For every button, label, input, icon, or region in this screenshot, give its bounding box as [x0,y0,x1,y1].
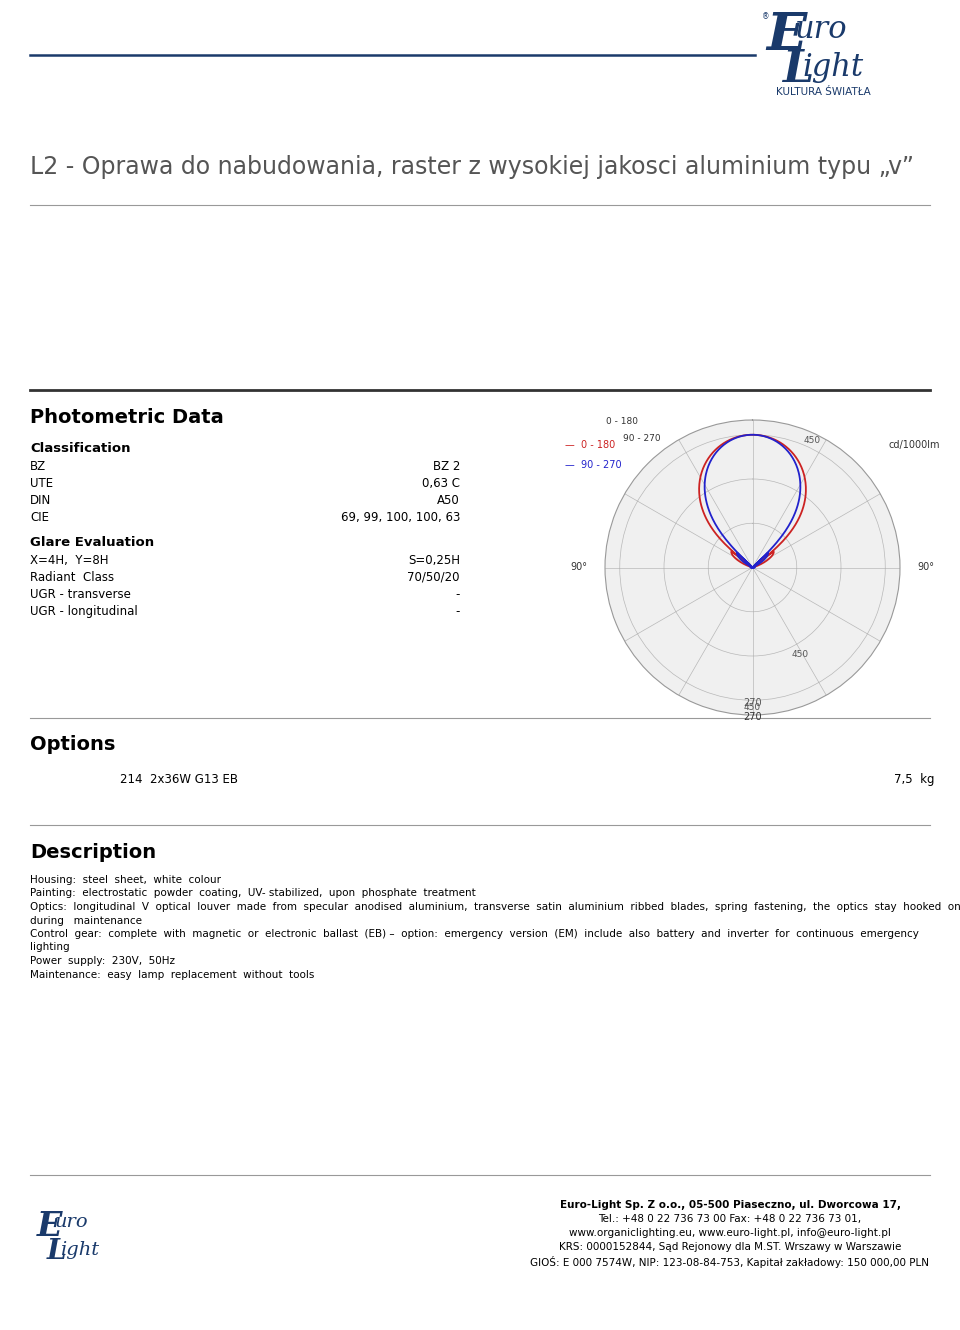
Text: 90 - 270: 90 - 270 [623,434,660,443]
Text: KRS: 0000152844, Sąd Rejonowy dla M.ST. Wrszawy w Warszawie: KRS: 0000152844, Sąd Rejonowy dla M.ST. … [559,1242,901,1252]
Text: Options: Options [30,735,115,754]
Text: 450: 450 [744,704,761,712]
Text: —  0 - 180: — 0 - 180 [564,440,614,450]
Text: Glare Evaluation: Glare Evaluation [30,536,155,549]
Text: Description: Description [30,843,156,862]
Text: UGR - longitudinal: UGR - longitudinal [30,605,137,618]
Text: uro: uro [795,15,848,45]
Text: S=0,25H: S=0,25H [408,555,460,567]
Text: CIE: CIE [30,511,49,524]
Text: -: - [456,588,460,601]
Text: 0,63 C: 0,63 C [422,477,460,489]
Text: L: L [47,1238,66,1265]
Text: Radiant  Class: Radiant Class [30,571,114,584]
Text: Maintenance:  easy  lamp  replacement  without  tools: Maintenance: easy lamp replacement witho… [30,970,314,979]
Text: UTE: UTE [30,477,53,489]
Text: ight: ight [60,1241,99,1260]
Text: Power  supply:  230V,  50Hz: Power supply: 230V, 50Hz [30,956,175,966]
Text: cd/1000lm: cd/1000lm [889,440,941,450]
Text: 90°: 90° [918,563,935,572]
Text: A50: A50 [437,493,460,507]
Text: UGR - transverse: UGR - transverse [30,588,131,601]
Text: 0 - 180: 0 - 180 [607,418,638,426]
Text: -: - [456,605,460,618]
Text: ight: ight [802,52,863,82]
Text: E: E [37,1210,62,1244]
Text: Housing:  steel  sheet,  white  colour: Housing: steel sheet, white colour [30,875,221,884]
Text: 69, 99, 100, 100, 63: 69, 99, 100, 100, 63 [341,511,460,524]
Text: 90°: 90° [570,563,588,572]
Text: uro: uro [55,1213,88,1232]
Text: E: E [766,11,806,61]
Text: DIN: DIN [30,493,51,507]
Text: 7,5  kg: 7,5 kg [895,773,935,786]
Text: 270: 270 [743,712,762,722]
Text: Classification: Classification [30,442,131,455]
Text: 270: 270 [743,698,762,709]
Text: Painting:  electrostatic  powder  coating,  UV- stabilized,  upon  phosphate  tr: Painting: electrostatic powder coating, … [30,888,476,899]
Text: L2 - Oprawa do nabudowania, raster z wysokiej jakosci aluminium typu „v”: L2 - Oprawa do nabudowania, raster z wys… [30,156,914,180]
Text: 70/50/20: 70/50/20 [407,571,460,584]
Text: 450: 450 [791,650,808,660]
Text: lighting: lighting [30,943,70,952]
Text: BZ: BZ [30,460,46,473]
Text: www.organiclighting.eu, www.euro-light.pl, info@euro-light.pl: www.organiclighting.eu, www.euro-light.p… [569,1228,891,1238]
Text: during   maintenance: during maintenance [30,915,142,926]
Text: Photometric Data: Photometric Data [30,408,224,427]
Text: ®: ® [762,12,770,21]
Text: Euro-Light Sp. Z o.o., 05-500 Piaseczno, ul. Dworcowa 17,: Euro-Light Sp. Z o.o., 05-500 Piaseczno,… [560,1200,900,1210]
Text: Optics:  longitudinal  V  optical  louver  made  from  specular  anodised  alumi: Optics: longitudinal V optical louver ma… [30,902,960,912]
Text: —  90 - 270: — 90 - 270 [564,460,621,469]
Text: Tel.: +48 0 22 736 73 00 Fax: +48 0 22 736 73 01,: Tel.: +48 0 22 736 73 00 Fax: +48 0 22 7… [598,1214,861,1224]
Text: X=4H,  Y=8H: X=4H, Y=8H [30,555,108,567]
Text: KULTURA ŚWIATŁA: KULTURA ŚWIATŁA [776,86,871,97]
Text: L: L [782,48,813,90]
Text: 214  2x36W G13 EB: 214 2x36W G13 EB [120,773,238,786]
Text: GIOŚ: E 000 7574W, NIP: 123-08-84-753, Kapitał zakładowy: 150 000,00 PLN: GIOŚ: E 000 7574W, NIP: 123-08-84-753, K… [531,1256,929,1267]
Text: BZ 2: BZ 2 [433,460,460,473]
Text: Control  gear:  complete  with  magnetic  or  electronic  ballast  (EB) –  optio: Control gear: complete with magnetic or … [30,928,919,939]
